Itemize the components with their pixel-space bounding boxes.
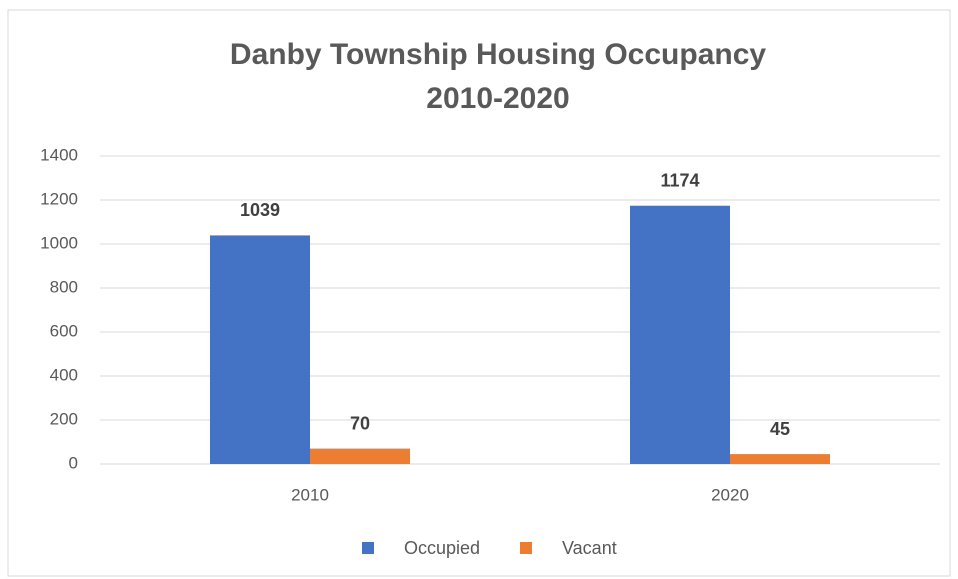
chart-title: 2010-2020 (426, 82, 569, 115)
y-tick-label: 600 (50, 321, 78, 340)
y-tick-label: 1000 (40, 233, 78, 252)
bar (630, 205, 730, 464)
legend-swatch (362, 542, 374, 554)
chart-title: Danby Township Housing Occupancy (230, 38, 766, 71)
y-tick-label: 0 (69, 453, 78, 472)
value-label: 1039 (240, 200, 280, 220)
value-label: 70 (350, 413, 370, 433)
bar (730, 454, 830, 464)
x-tick-label: 2020 (711, 485, 749, 504)
legend-swatch (520, 542, 532, 554)
value-label: 45 (770, 419, 790, 439)
value-label: 1174 (660, 170, 699, 190)
x-tick-label: 2010 (291, 485, 329, 504)
bar (310, 448, 410, 464)
chart-border (7, 9, 951, 577)
y-tick-label: 800 (50, 277, 78, 296)
legend-label: Occupied (404, 538, 480, 558)
y-tick-label: 400 (50, 365, 78, 384)
y-tick-label: 1200 (40, 189, 78, 208)
y-tick-label: 1400 (40, 145, 78, 164)
legend-label: Vacant (562, 538, 617, 558)
bar (210, 235, 310, 464)
y-tick-label: 200 (50, 409, 78, 428)
